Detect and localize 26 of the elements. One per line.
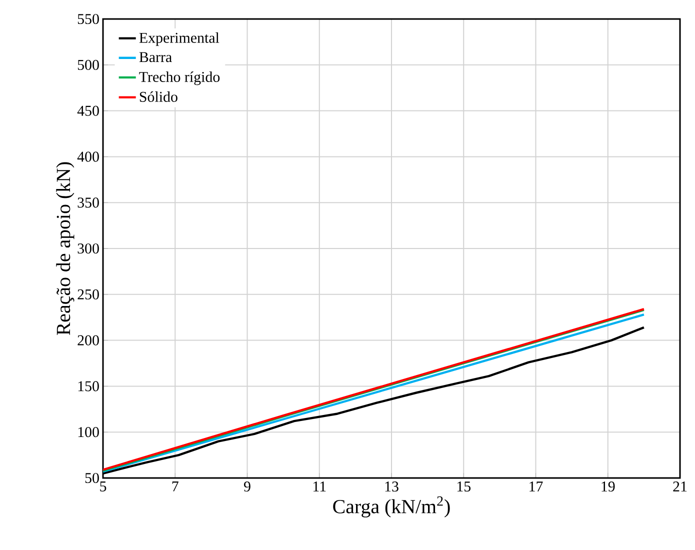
x-tick-label: 17 bbox=[530, 482, 543, 492]
legend-label: Barra bbox=[139, 52, 172, 62]
y-tick-label: 300 bbox=[78, 243, 99, 254]
y-tick-label: 150 bbox=[78, 381, 99, 392]
y-tick-label: 100 bbox=[78, 427, 99, 438]
x-tick-label: 15 bbox=[457, 482, 471, 492]
legend-label: Trecho rígido bbox=[139, 71, 220, 86]
y-axis-title: Reação de apoio (kN) bbox=[56, 162, 74, 336]
x-tick-label: 5 bbox=[100, 482, 106, 492]
x-tick-label: 7 bbox=[172, 482, 178, 492]
x-tick-label: 9 bbox=[244, 482, 250, 492]
y-tick-label: 350 bbox=[78, 198, 99, 208]
y-tick-label: 400 bbox=[77, 152, 99, 162]
y-tick-label: 450 bbox=[77, 106, 99, 116]
x-tick-label: 19 bbox=[602, 482, 615, 492]
y-tick-label: 50 bbox=[85, 472, 99, 484]
x-tick-label: 21 bbox=[673, 482, 687, 492]
legend-label: Sólido bbox=[140, 91, 178, 102]
y-tick-label: 550 bbox=[78, 14, 99, 24]
x-tick-label: 11 bbox=[313, 482, 326, 492]
y-tick-label: 250 bbox=[78, 289, 99, 300]
legend-label: Experimental bbox=[139, 32, 220, 46]
x-axis-title: Carga (kN/m$^{2}$) bbox=[333, 496, 450, 518]
x-tick-label: 13 bbox=[385, 482, 398, 492]
y-tick-label: 200 bbox=[78, 335, 99, 346]
y-tick-label: 500 bbox=[78, 60, 99, 70]
